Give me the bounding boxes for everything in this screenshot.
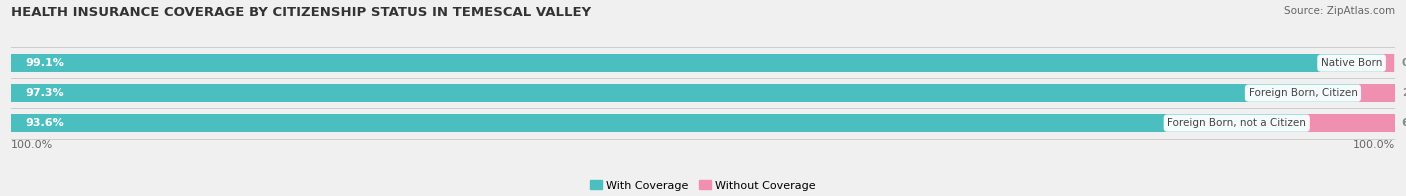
- Text: Foreign Born, Citizen: Foreign Born, Citizen: [1249, 88, 1357, 98]
- Bar: [11, 114, 1306, 132]
- Text: 0.86%: 0.86%: [1402, 58, 1406, 68]
- Text: Source: ZipAtlas.com: Source: ZipAtlas.com: [1284, 6, 1395, 16]
- Text: 100.0%: 100.0%: [11, 140, 53, 150]
- Text: 100.0%: 100.0%: [1353, 140, 1395, 150]
- Bar: [11, 114, 1395, 132]
- Bar: [11, 54, 1382, 72]
- Text: HEALTH INSURANCE COVERAGE BY CITIZENSHIP STATUS IN TEMESCAL VALLEY: HEALTH INSURANCE COVERAGE BY CITIZENSHIP…: [11, 6, 592, 19]
- Text: 2.7%: 2.7%: [1402, 88, 1406, 98]
- Text: Foreign Born, not a Citizen: Foreign Born, not a Citizen: [1167, 118, 1306, 128]
- Text: Native Born: Native Born: [1320, 58, 1382, 68]
- Bar: [11, 84, 1395, 102]
- Bar: [1382, 54, 1395, 72]
- Text: 99.1%: 99.1%: [25, 58, 63, 68]
- Text: 6.4%: 6.4%: [1402, 118, 1406, 128]
- Bar: [1306, 114, 1395, 132]
- Bar: [11, 54, 1395, 72]
- Text: 97.3%: 97.3%: [25, 88, 63, 98]
- Text: 93.6%: 93.6%: [25, 118, 63, 128]
- Legend: With Coverage, Without Coverage: With Coverage, Without Coverage: [586, 176, 820, 195]
- Bar: [1357, 84, 1395, 102]
- Bar: [11, 84, 1357, 102]
